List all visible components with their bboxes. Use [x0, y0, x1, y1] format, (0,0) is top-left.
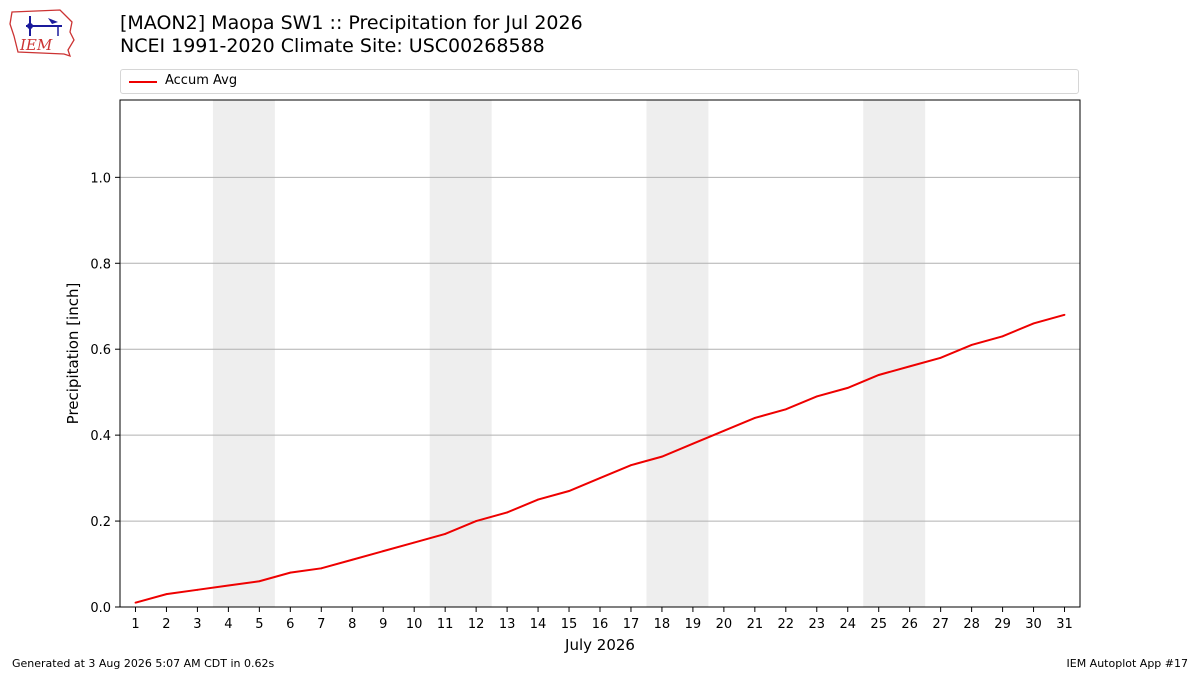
data-point	[970, 344, 973, 346]
x-tick-label: 25	[870, 617, 887, 632]
data-point	[661, 455, 663, 458]
data-point	[537, 498, 539, 501]
x-tick-label: 3	[193, 617, 201, 632]
x-tick-label: 8	[348, 617, 356, 632]
x-tick-label: 16	[592, 617, 609, 632]
legend-label: Accum Avg	[165, 73, 238, 88]
x-tick-label: 11	[437, 617, 454, 632]
svg-text:IEM: IEM	[19, 36, 53, 54]
data-point	[444, 533, 447, 535]
x-tick-label: 27	[932, 617, 949, 632]
x-tick-label: 14	[530, 617, 547, 632]
chart-title: [MAON2] Maopa SW1 :: Precipitation for J…	[120, 12, 583, 58]
x-tick-label: 12	[468, 617, 485, 632]
x-tick-label: 30	[1025, 617, 1042, 632]
legend: Accum Avg	[120, 69, 1079, 94]
data-point	[320, 567, 323, 570]
data-point	[815, 395, 818, 398]
x-tick-label: 28	[963, 617, 980, 632]
data-point	[351, 558, 354, 561]
data-point	[134, 601, 137, 604]
data-point	[630, 464, 632, 467]
y-tick-label: 0.6	[90, 343, 111, 358]
data-point	[258, 580, 261, 583]
data-point	[908, 365, 911, 368]
data-point	[877, 374, 880, 376]
iem-logo-icon: IEM	[9, 9, 75, 58]
legend-swatch	[129, 81, 157, 83]
data-point	[1032, 322, 1035, 325]
data-point	[722, 429, 725, 432]
y-tick-label: 0.8	[90, 257, 111, 272]
x-tick-label: 2	[162, 617, 170, 632]
x-tick-label: 9	[379, 617, 387, 632]
data-point	[1001, 335, 1004, 338]
app-label: IEM Autoplot App #17	[1066, 657, 1189, 670]
data-point	[475, 520, 478, 522]
data-point	[784, 408, 787, 411]
x-tick-label: 1	[131, 617, 139, 632]
x-tick-label: 10	[406, 617, 423, 632]
data-point	[227, 584, 230, 587]
weekend-band	[646, 100, 709, 607]
data-point	[568, 490, 570, 492]
x-tick-label: 19	[685, 617, 702, 632]
x-tick-label: 31	[1056, 617, 1073, 632]
title-line-1: [MAON2] Maopa SW1 :: Precipitation for J…	[120, 12, 583, 34]
weekend-band	[212, 100, 275, 607]
data-point	[506, 511, 508, 514]
data-point	[382, 550, 385, 553]
data-point	[939, 356, 942, 359]
weekend-band	[429, 100, 492, 607]
x-tick-label: 18	[654, 617, 671, 632]
x-tick-label: 7	[317, 617, 325, 632]
y-tick-label: 1.0	[90, 171, 111, 186]
title-line-2: NCEI 1991-2020 Climate Site: USC00268588	[120, 35, 545, 57]
generated-timestamp: Generated at 3 Aug 2026 5:07 AM CDT in 0…	[12, 657, 275, 670]
y-axis-label: Precipitation [inch]	[64, 283, 82, 425]
x-tick-label: 6	[286, 617, 294, 632]
x-tick-label: 22	[778, 617, 795, 632]
data-point	[413, 541, 416, 544]
data-point	[196, 588, 199, 591]
x-tick-label: 20	[716, 617, 733, 632]
x-tick-label: 13	[499, 617, 516, 632]
x-tick-label: 23	[809, 617, 826, 632]
y-tick-label: 0.0	[90, 601, 111, 616]
y-tick-label: 0.2	[90, 515, 111, 530]
data-point	[599, 477, 601, 480]
data-point	[846, 386, 849, 389]
x-tick-label: 15	[561, 617, 578, 632]
data-point	[753, 417, 756, 419]
x-tick-label: 5	[255, 617, 263, 632]
data-point	[1063, 313, 1066, 316]
data-point	[165, 593, 168, 596]
x-tick-label: 21	[747, 617, 764, 632]
x-tick-label: 24	[839, 617, 856, 632]
x-tick-label: 26	[901, 617, 918, 632]
x-tick-label: 17	[623, 617, 640, 632]
data-point	[692, 442, 694, 445]
data-point	[289, 571, 292, 574]
weekend-band	[863, 100, 926, 607]
x-tick-label: 29	[994, 617, 1011, 632]
y-tick-label: 0.4	[90, 429, 111, 444]
x-tick-label: 4	[224, 617, 232, 632]
x-axis-label: July 2026	[564, 636, 635, 654]
